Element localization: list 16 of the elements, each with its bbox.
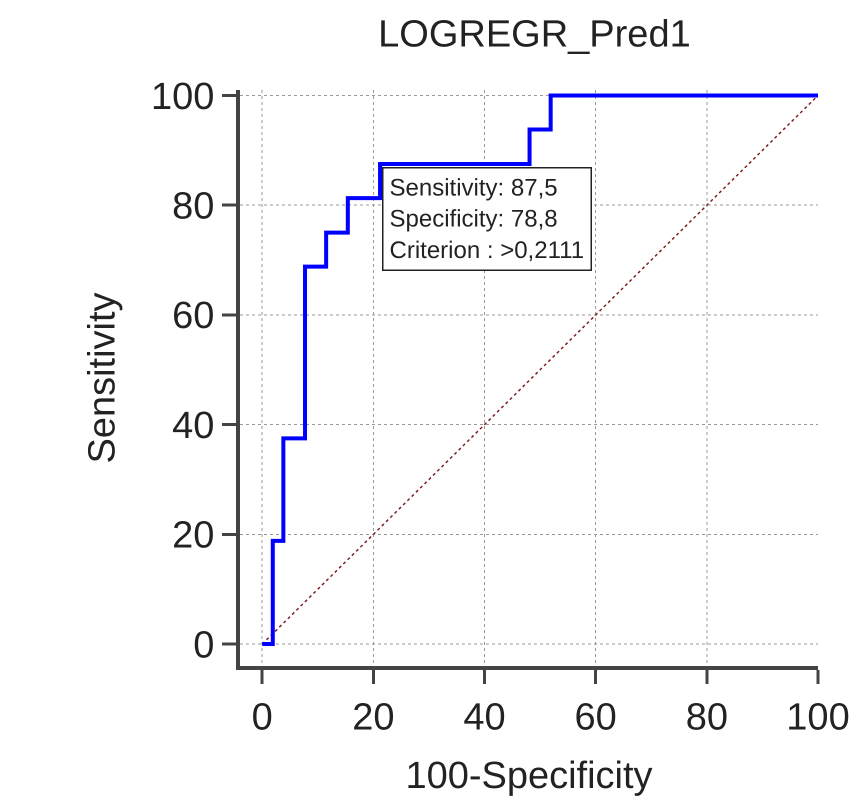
y-tick-label: 40: [172, 404, 214, 447]
x-tick-label: 20: [352, 696, 395, 739]
y-tick-label: 100: [150, 76, 214, 118]
chart-title: LOGREGR_Pred1: [378, 14, 691, 56]
y-tick-label: 0: [193, 624, 214, 666]
y-axis-title: Sensitivity: [82, 292, 124, 464]
y-tick-label: 80: [172, 186, 214, 228]
y-tick-label: 60: [172, 295, 214, 338]
x-tick-label: 80: [686, 696, 728, 739]
y-tick-label: 20: [172, 514, 214, 557]
x-tick-label: 0: [252, 696, 273, 739]
x-tick-label: 40: [463, 696, 506, 739]
x-axis-title: 100-Specificity: [405, 755, 653, 798]
x-tick-label: 60: [574, 696, 617, 739]
annotation: Sensitivity: 87,5 Specificity: 78,8 Criterion : >0,2111: [390, 174, 584, 264]
x-tick-label: 100: [786, 696, 850, 739]
